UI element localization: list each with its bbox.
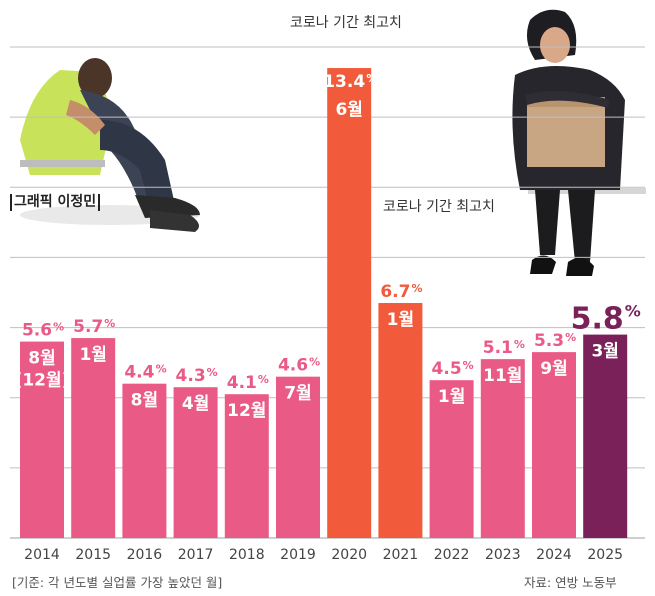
x-tick-2015: 2015	[75, 547, 111, 563]
value-label-2018: 4.1	[227, 373, 257, 393]
x-tick-2020: 2020	[331, 547, 367, 563]
x-tick-2016: 2016	[127, 547, 163, 563]
bar-2022	[429, 380, 474, 538]
percent-sign-2021: %	[411, 282, 422, 295]
graphic-credit: 그래픽 이정민	[10, 194, 101, 211]
month-label-2023: 11월	[483, 366, 522, 386]
percent-sign-2019: %	[309, 356, 320, 369]
value-label-2017: 4.3	[176, 366, 206, 386]
x-tick-2025: 2025	[587, 547, 623, 563]
value-label-2015: 5.7	[73, 317, 103, 337]
month-label-2021: 1월	[387, 310, 414, 330]
month-label-2016: 8월	[131, 391, 158, 411]
value-label-2025: 5.8	[571, 302, 624, 337]
value-label-2022: 4.5	[432, 359, 462, 379]
value-label-2023: 5.1	[483, 338, 513, 358]
woman-with-box-photo	[512, 9, 646, 276]
month-label-2025: 3월	[591, 342, 618, 362]
value-label-2021: 6.7	[380, 282, 410, 302]
x-tick-2021: 2021	[383, 547, 419, 563]
x-tick-2022: 2022	[434, 547, 470, 563]
month-label-2017: 4월	[182, 394, 209, 414]
percent-sign-2020: %	[366, 72, 377, 85]
bar-2015	[71, 338, 116, 538]
month-label-2019: 7월	[284, 384, 311, 404]
x-tick-2024: 2024	[536, 547, 572, 563]
bar-2017	[173, 387, 218, 538]
covid-peak-annotation-2021: 코로나 기간 최고치	[383, 199, 495, 215]
x-tick-2023: 2023	[485, 547, 521, 563]
bar-2020	[327, 68, 372, 539]
month-label-2020: 6월	[335, 100, 362, 120]
percent-sign-2025: %	[625, 302, 641, 321]
value-label-2020: 13.4	[323, 72, 365, 92]
percent-sign-2024: %	[565, 331, 576, 344]
bar-2023	[480, 359, 525, 538]
percent-sign-2014: %	[53, 321, 64, 334]
covid-peak-annotation-2020: 코로나 기간 최고치	[290, 15, 402, 31]
percent-sign-2018: %	[258, 373, 269, 386]
x-axis-ticks: 2014 2015 2016 2017 2018 2019 2020 2021 2022 2023…	[24, 547, 623, 563]
bar-2019	[276, 376, 320, 538]
x-tick-2018: 2018	[229, 547, 265, 563]
x-tick-2014: 2014	[24, 547, 60, 563]
percent-sign-2023: %	[514, 338, 525, 351]
bar-2016	[122, 383, 167, 538]
percent-sign-2017: %	[207, 366, 218, 379]
value-label-2019: 4.6	[278, 356, 308, 376]
bar-2018	[224, 394, 269, 538]
percent-sign-2015: %	[104, 317, 115, 330]
source-note: 자료: 연방 노동부	[524, 575, 617, 590]
month-label-2015: 1월	[79, 345, 106, 365]
month-label-2014: 8월	[28, 349, 55, 369]
bars-layer	[20, 68, 628, 539]
value-label-2024: 5.3	[534, 331, 564, 351]
month-label-2024: 9월	[540, 359, 567, 379]
bar-2024	[532, 352, 576, 538]
value-label-2014: 5.6	[22, 321, 52, 341]
month-label-2022: 1월	[438, 387, 465, 407]
bar-2014	[20, 341, 64, 538]
month-extra-label-2014: (12월)	[15, 371, 70, 391]
month-label-2018: 12월	[227, 401, 266, 421]
percent-sign-2016: %	[156, 363, 167, 376]
x-tick-2019: 2019	[280, 547, 316, 563]
footnote: [기준: 각 년도별 실업률 가장 높았던 월]	[12, 575, 223, 590]
bar-2021	[378, 303, 423, 538]
bar-2025	[583, 334, 628, 538]
x-tick-2017: 2017	[178, 547, 214, 563]
percent-sign-2022: %	[463, 359, 474, 372]
value-label-2016: 4.4	[124, 363, 154, 383]
labels-layer: 5.6 %8월(12월)5.7 %1월4.4 %8월4.3 %4월4.1 %12월4.6%…	[15, 72, 641, 421]
